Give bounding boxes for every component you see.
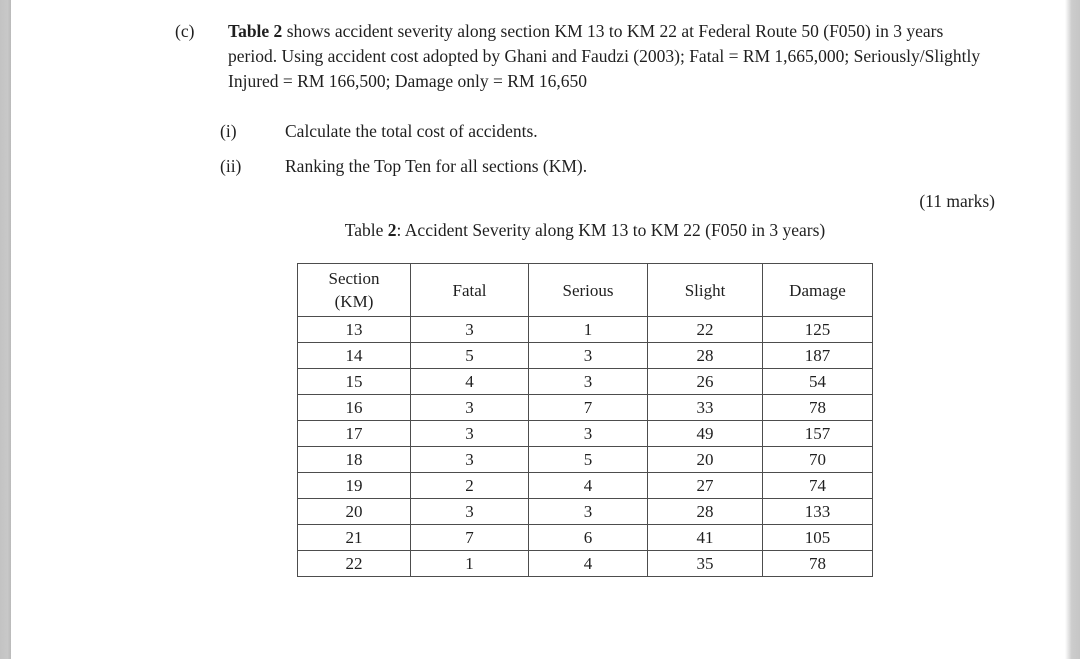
caption-table-number: 2 xyxy=(387,220,397,240)
table-row: 21 7 6 41 105 xyxy=(297,524,873,551)
cell-serious: 4 xyxy=(528,472,648,499)
question-part-c: (c) Table 2 shows accident severity alon… xyxy=(175,19,995,94)
cell-serious: 3 xyxy=(528,498,648,525)
cell-slight: 26 xyxy=(647,368,763,395)
cell-damage: 105 xyxy=(762,524,873,551)
table-row: 14 5 3 28 187 xyxy=(297,342,873,369)
cell-fatal: 2 xyxy=(410,472,529,499)
cell-fatal: 3 xyxy=(410,498,529,525)
cell-serious: 7 xyxy=(528,394,648,421)
cell-fatal: 3 xyxy=(410,420,529,447)
cell-serious: 3 xyxy=(528,342,648,369)
subquestion-ii: (ii) Ranking the Top Ten for all section… xyxy=(175,154,995,179)
cell-section: 22 xyxy=(297,550,411,577)
cell-section: 16 xyxy=(297,394,411,421)
subquestion-ii-text: Ranking the Top Ten for all sections (KM… xyxy=(285,156,588,176)
cell-damage: 74 xyxy=(762,472,873,499)
cell-serious: 6 xyxy=(528,524,648,551)
cell-serious: 1 xyxy=(528,316,648,343)
cell-slight: 41 xyxy=(647,524,763,551)
cell-damage: 187 xyxy=(762,342,873,369)
page-edge-left xyxy=(0,0,11,659)
cell-serious: 3 xyxy=(528,368,648,395)
cell-slight: 35 xyxy=(647,550,763,577)
question-part-label: (c) xyxy=(175,21,195,41)
cell-fatal: 3 xyxy=(410,446,529,473)
header-damage: Damage xyxy=(762,263,873,317)
cell-serious: 5 xyxy=(528,446,648,473)
table-row: 22 1 4 35 78 xyxy=(297,550,873,577)
cell-damage: 54 xyxy=(762,368,873,395)
cell-serious: 4 xyxy=(528,550,648,577)
cell-damage: 157 xyxy=(762,420,873,447)
cell-slight: 49 xyxy=(647,420,763,447)
cell-section: 20 xyxy=(297,498,411,525)
cell-section: 17 xyxy=(297,420,411,447)
cell-damage: 133 xyxy=(762,498,873,525)
table-row: 17 3 3 49 157 xyxy=(297,420,873,447)
cell-fatal: 3 xyxy=(410,394,529,421)
question-content: (c) Table 2 shows accident severity alon… xyxy=(175,19,995,577)
subquestion-i-label: (i) xyxy=(220,121,237,141)
accident-severity-table: Section (KM) Fatal Serious Slight Damage … xyxy=(297,263,873,577)
caption-text: : Accident Severity along KM 13 to KM 22… xyxy=(396,220,826,240)
cell-slight: 33 xyxy=(647,394,763,421)
cell-section: 15 xyxy=(297,368,411,395)
subquestion-i-text: Calculate the total cost of accidents. xyxy=(285,121,538,141)
table-row: 20 3 3 28 133 xyxy=(297,498,873,525)
caption-table-word: Table xyxy=(344,220,384,240)
table-row: 15 4 3 26 54 xyxy=(297,368,873,395)
cell-section: 13 xyxy=(297,316,411,343)
cell-fatal: 4 xyxy=(410,368,529,395)
cell-slight: 22 xyxy=(647,316,763,343)
table-caption: Table 2: Accident Severity along KM 13 t… xyxy=(175,218,995,243)
cell-section: 14 xyxy=(297,342,411,369)
cell-fatal: 7 xyxy=(410,524,529,551)
cell-section: 19 xyxy=(297,472,411,499)
header-section-line1: Section xyxy=(328,269,380,288)
cell-fatal: 3 xyxy=(410,316,529,343)
header-section-line2: (KM) xyxy=(334,292,374,311)
header-slight: Slight xyxy=(647,263,763,317)
subquestion-i: (i) Calculate the total cost of accident… xyxy=(175,119,995,144)
header-section-km: Section (KM) xyxy=(297,263,411,317)
cell-slight: 20 xyxy=(647,446,763,473)
page-edge-right xyxy=(1065,0,1080,659)
cell-section: 18 xyxy=(297,446,411,473)
question-body-text: shows accident severity along section KM… xyxy=(228,21,981,91)
cell-damage: 78 xyxy=(762,394,873,421)
header-fatal: Fatal xyxy=(410,263,529,317)
cell-damage: 125 xyxy=(762,316,873,343)
question-lead-bold: Table 2 xyxy=(228,21,283,41)
cell-slight: 28 xyxy=(647,342,763,369)
header-serious: Serious xyxy=(528,263,648,317)
table-header-row: Section (KM) Fatal Serious Slight Damage xyxy=(297,263,873,317)
cell-fatal: 5 xyxy=(410,342,529,369)
cell-slight: 28 xyxy=(647,498,763,525)
cell-section: 21 xyxy=(297,524,411,551)
marks-label: (11 marks) xyxy=(919,191,995,211)
cell-damage: 78 xyxy=(762,550,873,577)
table-row: 18 3 5 20 70 xyxy=(297,446,873,473)
cell-serious: 3 xyxy=(528,420,648,447)
cell-slight: 27 xyxy=(647,472,763,499)
cell-damage: 70 xyxy=(762,446,873,473)
table-row: 16 3 7 33 78 xyxy=(297,394,873,421)
question-body: Table 2 shows accident severity along se… xyxy=(228,19,995,94)
subquestion-ii-label: (ii) xyxy=(220,156,242,176)
table-row: 19 2 4 27 74 xyxy=(297,472,873,499)
cell-fatal: 1 xyxy=(410,550,529,577)
table-row: 13 3 1 22 125 xyxy=(297,316,873,343)
